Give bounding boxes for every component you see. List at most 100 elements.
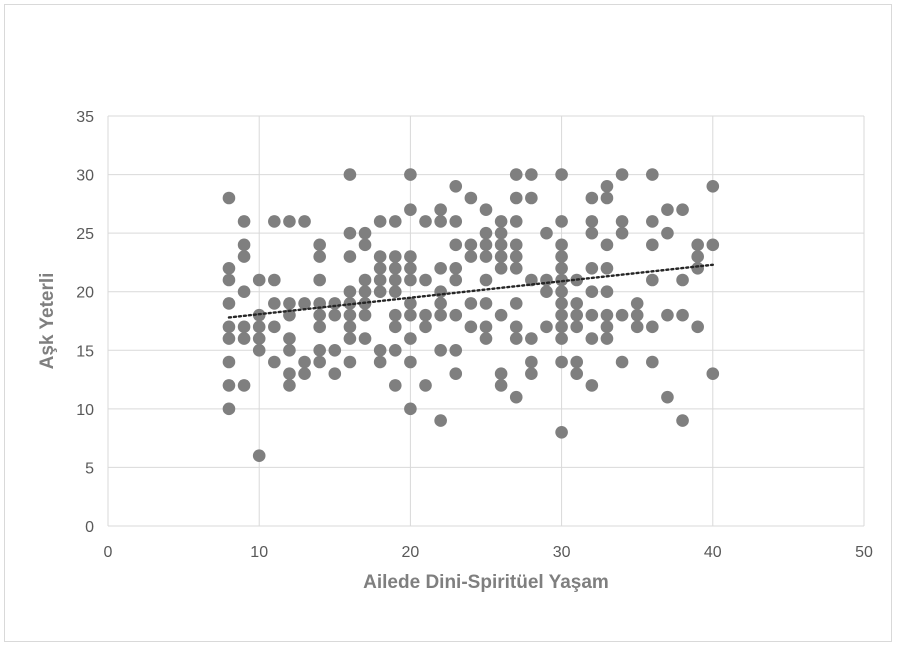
data-point <box>509 238 523 252</box>
data-point <box>706 367 720 381</box>
data-point <box>222 297 236 310</box>
data-point <box>298 355 311 369</box>
data-point <box>479 226 493 240</box>
data-point <box>358 226 372 240</box>
data-point <box>615 308 629 322</box>
data-point <box>646 320 659 334</box>
data-point <box>222 332 236 345</box>
data-point <box>268 215 281 228</box>
data-point <box>237 379 251 392</box>
data-point <box>464 238 478 252</box>
data-point <box>313 355 326 369</box>
data-point <box>373 273 387 287</box>
data-point <box>661 308 674 322</box>
data-point <box>404 308 417 322</box>
data-point <box>555 168 568 181</box>
data-point <box>222 273 236 287</box>
data-point <box>479 250 493 263</box>
y-tick-label: 20 <box>76 285 94 302</box>
data-point <box>600 308 614 322</box>
data-point <box>449 215 463 228</box>
data-point <box>646 273 659 287</box>
data-point <box>222 191 236 205</box>
data-point <box>615 355 629 369</box>
data-point <box>525 355 538 369</box>
data-point <box>585 308 599 322</box>
data-point <box>449 273 463 287</box>
data-point <box>328 297 342 310</box>
data-point <box>449 308 463 322</box>
trendline-group <box>227 263 714 319</box>
data-point <box>313 343 326 357</box>
y-tick-label: 30 <box>76 168 94 185</box>
y-tick-label: 15 <box>76 343 94 360</box>
data-point <box>343 285 357 299</box>
data-point <box>494 379 508 392</box>
x-axis-title: Ailede Dini-Spiritüel Yaşam <box>363 572 609 593</box>
data-point <box>646 168 659 181</box>
data-point <box>268 297 281 310</box>
data-point <box>509 261 523 275</box>
data-point <box>434 308 447 322</box>
data-point <box>313 250 326 263</box>
data-point <box>388 343 402 357</box>
data-point <box>313 273 326 287</box>
data-point <box>373 355 387 369</box>
data-point <box>313 308 326 322</box>
y-tick-label: 25 <box>76 226 94 243</box>
data-point <box>449 367 463 381</box>
data-point <box>585 285 599 299</box>
data-point <box>328 367 342 381</box>
chart-frame <box>4 4 892 642</box>
trendline <box>227 263 714 319</box>
y-tick-label: 0 <box>85 519 94 536</box>
data-point <box>464 320 478 334</box>
data-point <box>373 285 387 299</box>
data-point <box>509 215 523 228</box>
data-point <box>494 261 508 275</box>
data-point <box>283 215 296 228</box>
data-point <box>540 226 553 240</box>
data-point <box>676 414 689 427</box>
data-point <box>404 168 417 181</box>
data-point <box>404 250 417 263</box>
data-point <box>630 297 644 310</box>
data-point <box>373 215 387 228</box>
y-tick-label: 10 <box>76 402 94 419</box>
data-point <box>615 226 629 240</box>
data-point <box>600 179 614 193</box>
data-point <box>373 250 387 263</box>
data-point <box>555 332 568 345</box>
data-point <box>555 355 568 369</box>
data-point <box>449 179 463 193</box>
data-point <box>615 168 629 181</box>
data-point <box>509 250 523 263</box>
data-point <box>494 250 508 263</box>
data-point <box>479 332 493 345</box>
data-point <box>585 191 599 205</box>
data-point <box>630 308 644 322</box>
data-point <box>570 308 584 322</box>
data-point <box>464 191 478 205</box>
data-point <box>676 273 689 287</box>
data-point <box>555 285 568 299</box>
data-point <box>434 285 447 299</box>
data-point <box>237 320 251 334</box>
data-point <box>600 285 614 299</box>
x-tick-label: 50 <box>855 544 873 561</box>
data-point <box>252 343 266 357</box>
data-point <box>313 238 326 252</box>
data-point <box>494 367 508 381</box>
data-point <box>494 215 508 228</box>
x-tick-label: 10 <box>250 544 268 561</box>
data-point <box>555 238 568 252</box>
x-tick-label: 0 <box>104 544 113 561</box>
data-point <box>343 226 357 240</box>
data-point <box>661 390 674 404</box>
data-point <box>404 332 417 345</box>
data-point <box>419 320 432 334</box>
data-point <box>540 320 553 334</box>
data-point <box>570 355 584 369</box>
data-point <box>509 191 523 205</box>
data-point <box>464 297 478 310</box>
